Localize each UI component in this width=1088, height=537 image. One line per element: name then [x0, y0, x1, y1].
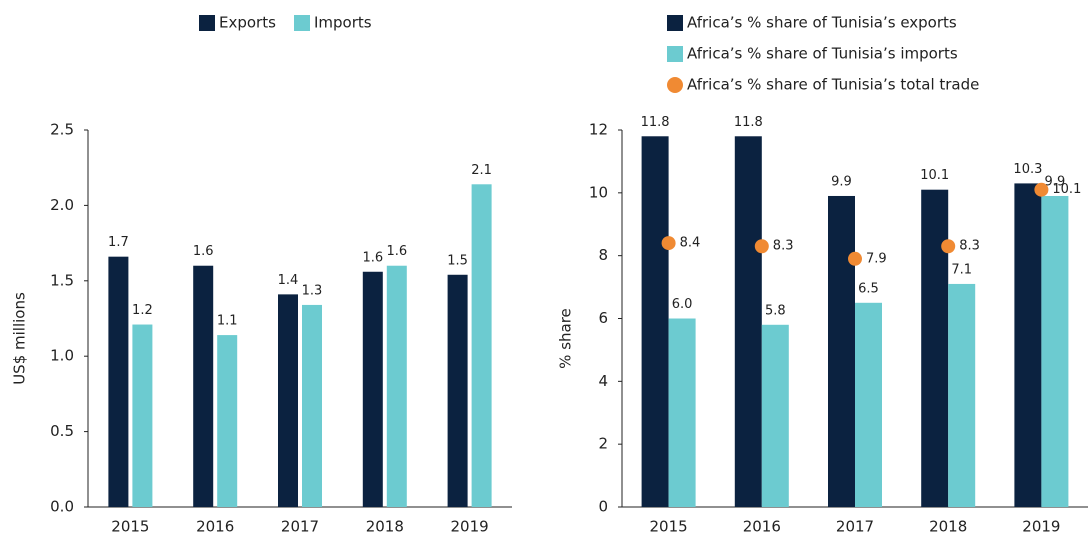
legend-label: Imports	[314, 14, 372, 32]
legend-label: Africa’s % share of Tunisia’s imports	[687, 45, 958, 63]
bar	[193, 265, 214, 507]
legend-swatch	[294, 15, 310, 31]
value-label: 1.6	[386, 244, 407, 259]
x-tick-label: 2016	[743, 518, 781, 536]
legend-label: Africa’s % share of Tunisia’s exports	[687, 14, 957, 32]
y-tick-label: 10	[589, 183, 608, 201]
bar	[447, 274, 468, 507]
y-tick-label: 12	[589, 121, 608, 139]
bar	[278, 294, 298, 507]
y-tick-label: 2	[598, 435, 608, 453]
value-label: 1.1	[217, 314, 238, 329]
bar	[132, 324, 153, 507]
value-label: 1.7	[108, 235, 129, 250]
value-label: 1.5	[447, 253, 468, 268]
x-tick-label: 2019	[1022, 518, 1060, 536]
x-tick-label: 2018	[366, 518, 404, 536]
bar	[734, 136, 762, 508]
bar	[108, 256, 129, 507]
value-label: 10.1	[1052, 182, 1081, 197]
value-label: 6.5	[858, 281, 879, 296]
y-tick-label: 2.5	[50, 121, 74, 139]
value-label: 7.1	[951, 262, 972, 277]
legend-swatch	[667, 46, 683, 62]
value-label: 2.1	[471, 163, 492, 178]
value-label: 7.9	[866, 251, 887, 266]
bar	[302, 304, 322, 507]
legend-swatch	[667, 77, 683, 93]
y-axis-label: US$ millions	[11, 292, 29, 385]
y-tick-label: 0	[598, 498, 608, 516]
y-tick-label: 4	[598, 372, 608, 390]
value-label: 1.2	[132, 303, 153, 318]
y-tick-label: 1.5	[50, 271, 74, 289]
bar	[217, 335, 238, 507]
y-axis-label: % share	[557, 308, 575, 369]
y-tick-label: 6	[598, 309, 608, 327]
bar	[641, 136, 669, 508]
value-label: 9.9	[831, 174, 852, 189]
bar	[828, 195, 855, 507]
value-label: 10.3	[1013, 162, 1042, 177]
value-label: 10.1	[920, 168, 949, 183]
point	[848, 251, 862, 266]
bar	[855, 302, 882, 507]
value-label: 5.8	[765, 303, 786, 318]
y-tick-label: 0.0	[50, 498, 74, 516]
legend-swatch	[667, 15, 683, 31]
value-label: 1.6	[362, 250, 383, 265]
y-tick-label: 8	[598, 246, 608, 264]
value-label: 6.0	[672, 297, 693, 312]
y-tick-label: 0.5	[50, 422, 74, 440]
point	[754, 239, 769, 254]
x-tick-label: 2019	[451, 518, 489, 536]
bar	[362, 271, 383, 507]
bar	[668, 318, 696, 507]
value-label: 11.8	[641, 115, 670, 130]
bar	[921, 189, 949, 508]
legend-label: Exports	[219, 14, 276, 32]
bar	[471, 184, 492, 507]
x-tick-label: 2015	[111, 518, 149, 536]
x-tick-label: 2016	[196, 518, 234, 536]
legend-label: Africa’s % share of Tunisia’s total trad…	[687, 76, 979, 94]
y-tick-label: 1.0	[50, 347, 74, 365]
value-label: 9.9	[1045, 174, 1066, 189]
bar	[761, 324, 789, 507]
value-label: 1.4	[278, 273, 299, 288]
legend-swatch	[199, 15, 215, 31]
point	[941, 239, 956, 254]
value-label: 8.4	[680, 236, 701, 251]
y-tick-label: 2.0	[50, 196, 74, 214]
value-label: 8.3	[773, 239, 794, 254]
value-label: 1.6	[193, 244, 214, 259]
bar	[1041, 195, 1069, 507]
bar	[948, 283, 976, 507]
value-label: 8.3	[959, 239, 980, 254]
bar	[1014, 183, 1042, 508]
value-label: 1.3	[302, 283, 323, 298]
x-tick-label: 2018	[929, 518, 967, 536]
value-label: 11.8	[734, 115, 763, 130]
point	[1034, 182, 1049, 197]
bar	[386, 265, 407, 507]
x-tick-label: 2017	[836, 518, 874, 536]
x-tick-label: 2017	[281, 518, 319, 536]
point	[661, 236, 676, 251]
x-tick-label: 2015	[650, 518, 688, 536]
